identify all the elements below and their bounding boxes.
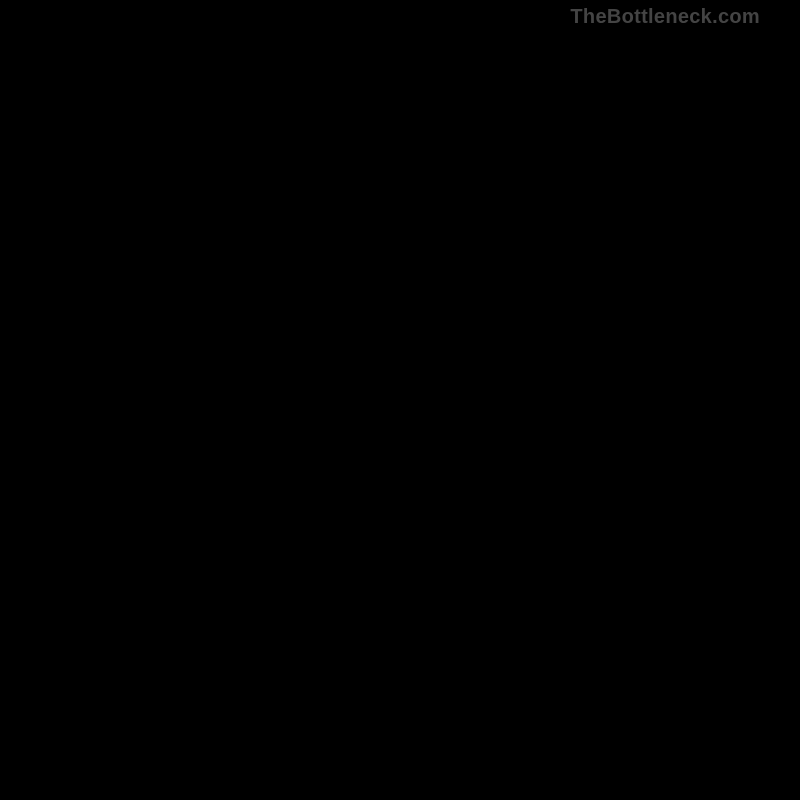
heatmap-canvas: [0, 0, 800, 800]
chart-container: TheBottleneck.com: [0, 0, 800, 800]
watermark-text: TheBottleneck.com: [570, 6, 760, 29]
